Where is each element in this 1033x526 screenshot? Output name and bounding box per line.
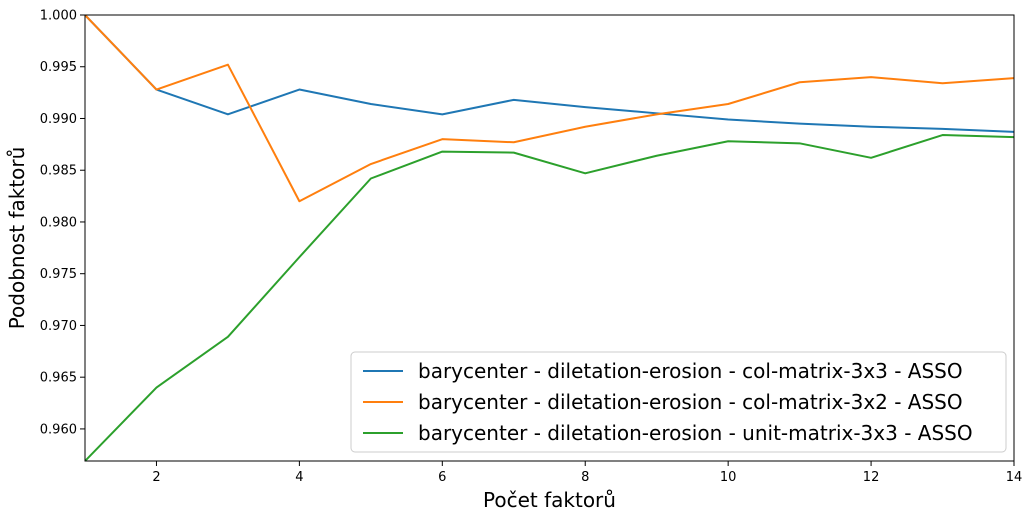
x-tick-label: 14 <box>1006 470 1023 485</box>
y-tick-label: 1.000 <box>40 9 77 24</box>
series-layer <box>85 15 1014 461</box>
y-tick-label: 0.975 <box>40 267 77 282</box>
y-axis-title: Podobnost faktorů <box>5 147 29 330</box>
legend: barycenter - diletation-erosion - col-ma… <box>350 351 1007 453</box>
x-tick-label: 2 <box>152 470 160 485</box>
y-tick-label: 0.970 <box>40 319 77 334</box>
y-tick-label: 0.985 <box>40 164 77 179</box>
series-line-3 <box>85 134 1014 461</box>
legend-label: barycenter - diletation-erosion - col-ma… <box>418 390 963 414</box>
legend-label: barycenter - diletation-erosion - unit-m… <box>418 421 973 445</box>
x-tick-label: 12 <box>863 470 880 485</box>
legend-box <box>350 351 1007 453</box>
x-tick-label: 8 <box>581 470 589 485</box>
y-tick-label: 0.995 <box>40 60 77 75</box>
y-tick-label: 0.960 <box>40 422 77 437</box>
x-tick-label: 4 <box>295 470 303 485</box>
y-tick-label: 0.990 <box>40 112 77 127</box>
legend-label: barycenter - diletation-erosion - col-ma… <box>418 359 963 383</box>
x-tick-label: 6 <box>438 470 446 485</box>
y-tick-label: 0.965 <box>40 371 77 386</box>
y-axis: 0.960 0.965 0.970 0.975 0.980 0.985 0.990 0.995… <box>40 9 85 437</box>
y-tick-label: 0.980 <box>40 215 77 230</box>
x-tick-label: 10 <box>720 470 737 485</box>
series-line-1 <box>85 15 1014 133</box>
plot-frame <box>84 14 1015 462</box>
x-axis: 2 4 6 8 10 12 14 <box>152 461 1022 485</box>
series-line-2 <box>85 15 1014 203</box>
x-axis-title: Počet faktorů <box>483 488 616 512</box>
